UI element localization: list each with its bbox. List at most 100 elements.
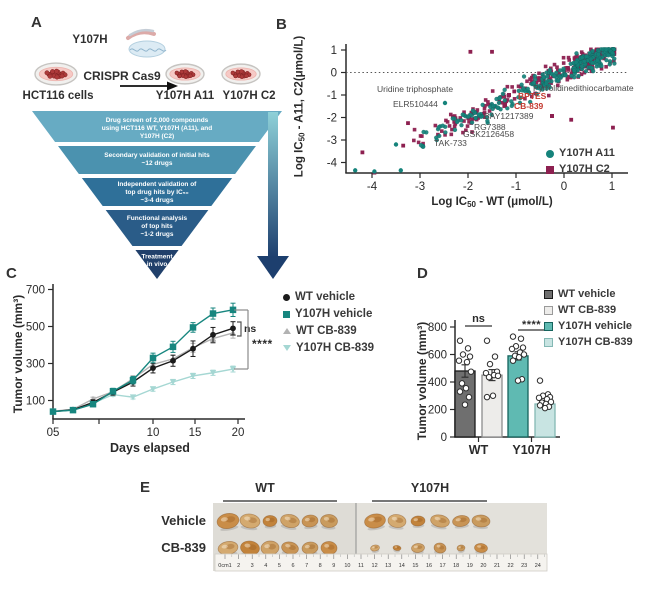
- svg-text:GSK2126458: GSK2126458: [463, 129, 514, 139]
- svg-text:0: 0: [561, 181, 567, 193]
- bar-series: [534, 377, 556, 438]
- tumor-sample: [320, 514, 338, 530]
- legend-label: Y107H C2: [559, 163, 610, 175]
- d-legend: WT vehicle WT CB-839 Y107H vehicle Y107H…: [544, 288, 633, 352]
- legend-item: Y107H C2: [546, 163, 615, 176]
- b-x-axis-title-pre: Log IC: [431, 196, 468, 208]
- svg-text:8: 8: [319, 563, 322, 569]
- bar-series: [481, 337, 503, 438]
- e-row-cb839-label: CB-839: [161, 540, 206, 555]
- legend-label: WT vehicle: [295, 291, 356, 303]
- svg-text:Treatment: Treatment: [141, 254, 173, 261]
- panel-c-line-chart: 05 10 15 20 100 300 500 700 ns ****: [26, 284, 273, 439]
- legend-item: Y107H CB-839: [283, 341, 374, 355]
- tumor-sample: [301, 514, 319, 530]
- dark-gray-square-icon: [544, 290, 553, 299]
- svg-text:9: 9: [332, 563, 335, 569]
- teal-circle-marker-icon: [546, 149, 554, 158]
- svg-text:3: 3: [251, 563, 254, 569]
- svg-text:-3: -3: [415, 181, 425, 193]
- svg-text:-1: -1: [511, 181, 521, 193]
- b-x-axis-title-post: - WT (μmol/L): [476, 196, 553, 208]
- b-y-axis-title: Log IC50 - A11, C2(μmol/L): [294, 19, 307, 195]
- e-group-y107h-label: Y107H: [410, 481, 450, 495]
- tumor-sample: [471, 514, 491, 530]
- svg-text:Drug screen of 2,000 compounds: Drug screen of 2,000 compounds: [106, 117, 209, 124]
- tumor-sample: [410, 515, 426, 529]
- svg-text:12: 12: [372, 563, 378, 569]
- b-x-axis-title-sub: 50: [467, 200, 477, 209]
- svg-text:****: ****: [252, 337, 273, 351]
- svg-text:800: 800: [428, 322, 447, 334]
- svg-text:17: 17: [440, 563, 446, 569]
- svg-text:-2: -2: [463, 181, 473, 193]
- tumor-sample: [216, 513, 240, 531]
- svg-text:1: 1: [331, 45, 337, 57]
- c-y-axis-title: Tumor volume (mm³): [11, 294, 25, 414]
- legend-item: WT CB-839: [544, 304, 633, 317]
- gray-triangle-marker-icon: [283, 328, 291, 334]
- panel-b-label: B: [276, 16, 287, 33]
- c-axes: 05 10 15 20 100 300 500 700: [26, 284, 245, 439]
- cell-line-label: HCT116 cells: [22, 90, 94, 102]
- tumor-sample: [281, 541, 299, 557]
- svg-text:in vivo: in vivo: [147, 261, 168, 268]
- funnel-step: [32, 111, 282, 142]
- line-series: [49, 327, 237, 414]
- legend-item: WT vehicle: [544, 288, 633, 301]
- funnel-step: [135, 250, 179, 279]
- tumor-sample: [262, 515, 278, 529]
- right-arrow-icon: [120, 81, 178, 91]
- petri-dish-icon: [34, 62, 78, 86]
- svg-text:15: 15: [189, 427, 202, 439]
- svg-text:BPTES: BPTES: [518, 91, 547, 101]
- tumor-sample: [280, 513, 300, 530]
- svg-text:22: 22: [508, 563, 514, 569]
- e-row-vehicle-label: Vehicle: [161, 513, 206, 528]
- svg-text:0: 0: [441, 432, 447, 444]
- light-gray-square-icon: [544, 306, 553, 315]
- svg-text:500: 500: [26, 322, 45, 334]
- svg-text:7: 7: [305, 563, 308, 569]
- svg-text:ns: ns: [244, 323, 256, 335]
- d-significance: ns ****: [465, 313, 545, 331]
- svg-text:700: 700: [26, 285, 45, 297]
- tumor-sample: [239, 513, 261, 531]
- legend-item: Y107H vehicle: [283, 307, 374, 321]
- svg-text:21: 21: [494, 563, 500, 569]
- panel-d-bar-chart: 0 200 400 600 800 WT Y107H ns ****: [428, 313, 560, 457]
- svg-text:WT: WT: [469, 443, 489, 457]
- svg-text:-2: -2: [327, 113, 337, 125]
- svg-text:Secondary validation of initia: Secondary validation of initial hits: [104, 152, 210, 159]
- petri-dish-icon: [221, 63, 261, 85]
- legend-item: WT CB-839: [283, 324, 374, 338]
- teal-square-marker-icon: [283, 310, 290, 318]
- funnel-step: [105, 210, 209, 246]
- legend-label: Y107H vehicle: [558, 320, 632, 332]
- tumor-sample: [411, 543, 425, 555]
- svg-text:15: 15: [412, 563, 418, 569]
- svg-text:14: 14: [399, 563, 405, 569]
- svg-text:ELR510444: ELR510444: [393, 99, 438, 109]
- panel-e-label: E: [140, 479, 151, 496]
- svg-text:200: 200: [428, 405, 447, 417]
- legend-label: WT CB-839: [558, 304, 617, 316]
- svg-text:CB-839: CB-839: [514, 101, 544, 111]
- svg-text:~1-2 drugs: ~1-2 drugs: [140, 231, 173, 238]
- svg-text:05: 05: [47, 427, 60, 439]
- panel-e-tumor-photo: 0cm1 2 3 4 5 6 7 8 9 10 11 12 13 14 15 16 17 18 19 20 21 22 23…: [213, 500, 548, 572]
- crispr-cas9-icon: [126, 28, 167, 58]
- maroon-square-marker-icon: [546, 165, 554, 174]
- svg-text:10: 10: [344, 563, 350, 569]
- svg-text:-3: -3: [327, 135, 337, 147]
- svg-text:of top hits: of top hits: [141, 223, 173, 230]
- clone-a11-label: Y107H A11: [155, 90, 215, 102]
- svg-text:ns: ns: [472, 313, 485, 325]
- svg-text:20: 20: [480, 563, 486, 569]
- svg-text:6: 6: [291, 563, 294, 569]
- svg-text:RG7388: RG7388: [474, 122, 506, 132]
- legend-item: Y107H CB-839: [544, 336, 633, 349]
